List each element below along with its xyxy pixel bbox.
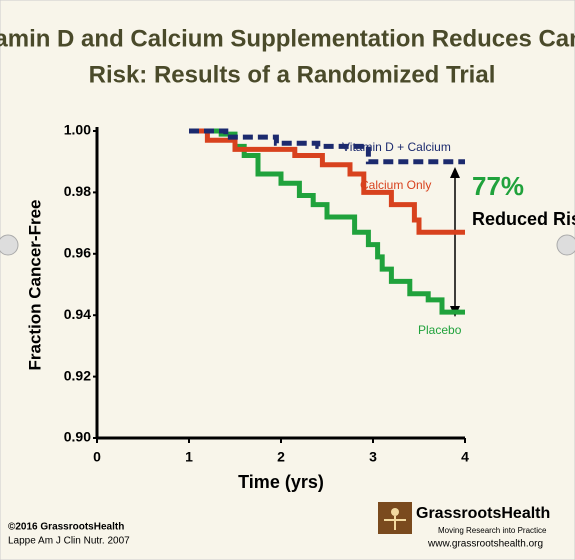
y-axis-label: Fraction Cancer-Free (25, 200, 44, 371)
annotation-text: Reduced Risk (472, 209, 575, 229)
y-tick-label: 0.92 (64, 367, 91, 383)
y-tick-label: 0.96 (64, 245, 91, 261)
x-tick-label: 3 (369, 449, 377, 465)
x-tick-label: 2 (277, 449, 285, 465)
arrow-head (450, 167, 460, 178)
series-label: Calcium Only (360, 178, 431, 192)
tagline: Moving Research into Practice (438, 526, 547, 535)
citation: Lappe Am J Clin Nutr. 2007 (8, 536, 130, 547)
annotation-percent: 77% (472, 171, 524, 201)
x-tick-label: 4 (461, 449, 469, 465)
carousel-next[interactable] (556, 234, 575, 256)
x-tick-label: 0 (93, 449, 101, 465)
y-tick-label: 0.90 (64, 429, 91, 445)
carousel-prev[interactable] (0, 234, 19, 256)
y-tick-label: 0.94 (64, 306, 91, 322)
chart-title: Risk: Results of a Randomized Trial (89, 61, 496, 88)
logo-figure (391, 508, 399, 516)
url: www.grassrootshealth.org (427, 539, 543, 550)
y-tick-label: 0.98 (64, 183, 91, 199)
brand: GrassrootsHealth (416, 505, 550, 522)
y-tick-label: 1.00 (64, 122, 91, 138)
x-tick-label: 1 (185, 449, 193, 465)
x-axis-label: Time (yrs) (238, 472, 324, 492)
series-line (189, 128, 465, 165)
series-label: Placebo (418, 323, 462, 337)
copyright: ©2016 GrassrootsHealth (8, 522, 124, 533)
chart-title: Vitamin D and Calcium Supplementation Re… (0, 25, 575, 52)
series-line (189, 128, 465, 235)
